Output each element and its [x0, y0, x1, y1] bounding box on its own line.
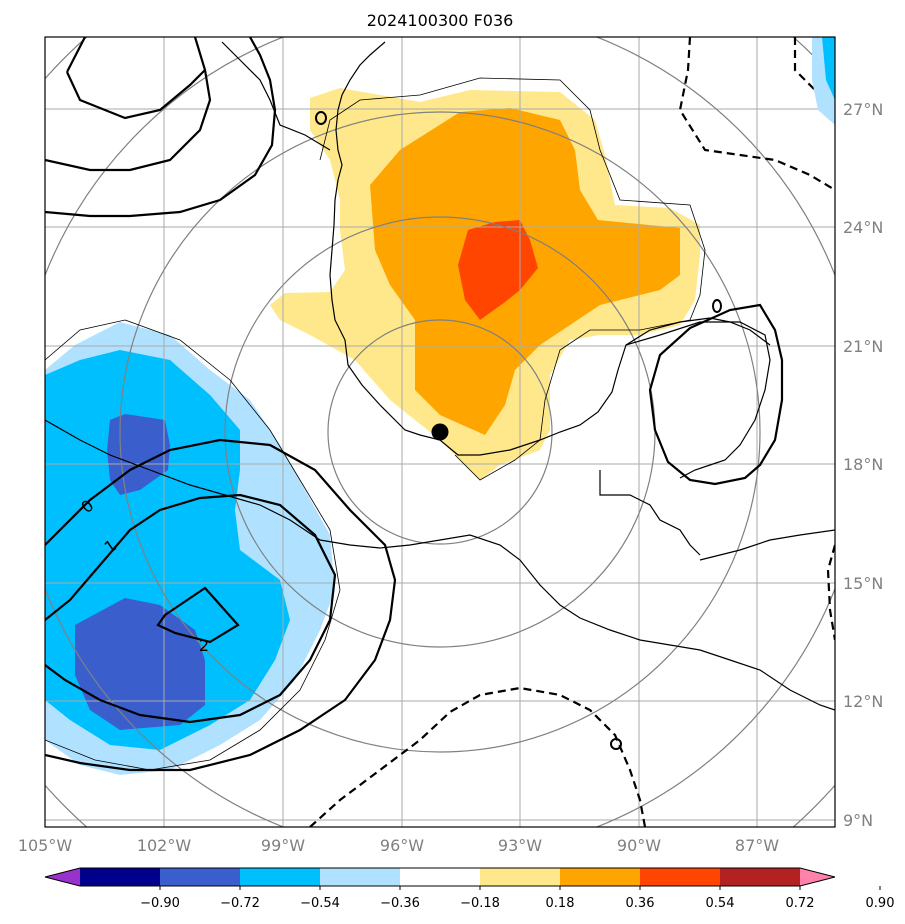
- lon-tick-label: 90°W: [617, 836, 661, 855]
- colorbar-tick-label: −0.18: [460, 896, 500, 911]
- map-title: 2024100300 F036: [367, 11, 514, 30]
- lat-tick-label: 21°N: [843, 337, 883, 356]
- colorbar: −0.90 −0.72 −0.54 −0.36 −0.18 0.18 0.36 0.54 0.7…: [44, 867, 895, 911]
- colorbar-extend-low: [45, 868, 80, 886]
- border-belize-guatemala: [599, 470, 701, 556]
- outline-contour-east: [319, 77, 706, 481]
- negative-fill-northeast-mid: [822, 37, 835, 100]
- lat-tick-label: 15°N: [843, 574, 883, 593]
- outline-contour-west: [45, 319, 341, 771]
- colorbar-tick-label: −0.90: [140, 896, 180, 911]
- lat-tick-label: 9°N: [843, 811, 873, 830]
- contour-0-northwest: [45, 37, 277, 218]
- contour-0-yucatan: [648, 303, 784, 486]
- colorbar-tick-label: 0.36: [626, 896, 655, 911]
- contour-1: [45, 493, 337, 724]
- coastline-yucatan: [625, 321, 771, 479]
- colorbar-segment: [480, 868, 561, 886]
- contour-blob-south: [610, 738, 622, 750]
- coastline-pacific-mexico: [45, 419, 835, 711]
- colorbar-segment: [560, 868, 641, 886]
- graticule: [45, 37, 835, 827]
- contour-dashed-northeast: [678, 37, 835, 191]
- contour-0-west: [45, 438, 397, 772]
- lon-tick-label: 99°W: [261, 836, 305, 855]
- colorbar-segment: [320, 868, 401, 886]
- lat-tick-label: 12°N: [843, 692, 883, 711]
- lon-tick-label: 87°W: [735, 836, 779, 855]
- contour-dashed-northeast-2: [793, 37, 835, 111]
- coastlines: [45, 41, 835, 711]
- positive-fill-dark: [458, 220, 538, 320]
- lon-tick-label: 93°W: [498, 836, 542, 855]
- contour-dashed-south: [309, 686, 647, 827]
- contour-label: 2: [199, 636, 209, 655]
- contour-dashed-southeast: [826, 544, 835, 641]
- coastline-gulf-mexico: [329, 41, 771, 456]
- colorbar-segment: [640, 868, 721, 886]
- colorbar-segment: [400, 868, 481, 886]
- colorbar-tick-label: 0.72: [786, 896, 815, 911]
- colorbar-tick-label: 0.54: [706, 896, 735, 911]
- colorbar-segment: [240, 868, 321, 886]
- map-frame: [44, 36, 836, 828]
- colorbar-segment: [80, 868, 161, 886]
- lat-tick-label: 18°N: [843, 455, 883, 474]
- lon-tick-label: 105°W: [18, 836, 73, 855]
- contour-0-northwest-inner: [66, 37, 206, 120]
- colorbar-tick-label: 0.18: [546, 896, 575, 911]
- lon-tick-label: 96°W: [380, 836, 424, 855]
- colorbar-tick-label: −0.54: [300, 896, 340, 911]
- colorbar-tick-label: −0.72: [220, 896, 260, 911]
- colorbar-outline: [44, 867, 836, 887]
- border-mexico-us: [221, 41, 331, 151]
- colorbar-tick-label: −0.36: [380, 896, 420, 911]
- colorbar-extend-high: [800, 868, 835, 886]
- anomaly-contours: [45, 37, 835, 827]
- colorbar-segment: [160, 868, 241, 886]
- lon-tick-label: 102°W: [137, 836, 192, 855]
- lat-tick-label: 27°N: [843, 100, 883, 119]
- contour-0-northwest-outer: [45, 37, 212, 172]
- colorbar-tick-label: 0.90: [866, 896, 895, 911]
- contour-2: [156, 586, 240, 644]
- longitude-tick-labels: 105°W 102°W 99°W 96°W 93°W 90°W 87°W: [18, 836, 779, 855]
- contour-blob-north: [315, 111, 327, 125]
- lat-tick-label: 24°N: [843, 218, 883, 237]
- latitude-tick-labels: 9°N 12°N 15°N 18°N 21°N 24°N 27°N: [843, 100, 883, 830]
- storm-center-marker: [431, 423, 449, 441]
- contour-blob-yucatan: [712, 299, 722, 313]
- coastline-central-america: [699, 529, 835, 561]
- colorbar-segment: [720, 868, 801, 886]
